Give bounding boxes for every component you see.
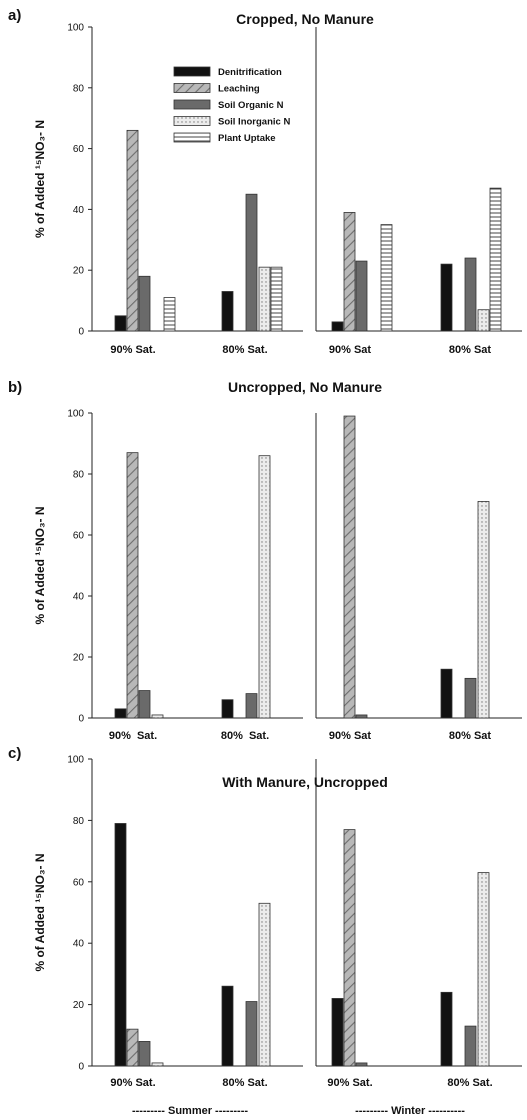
x-tick-label: 80% Sat. <box>447 1077 492 1089</box>
bar-soil-organic-n <box>245 693 258 719</box>
x-tick-label: 90% Sat. <box>110 344 155 356</box>
bar-denitrification <box>114 708 127 719</box>
x-tick-label: 80% Sat. <box>222 344 267 356</box>
bar-denitrification <box>331 998 344 1067</box>
panel-title: With Manure, Uncropped <box>222 774 388 790</box>
y-tick-label: 100 <box>67 23 84 34</box>
legend-swatch <box>173 83 211 93</box>
bar-denitrification <box>221 985 234 1067</box>
panel-title: Cropped, No Manure <box>236 11 374 27</box>
y-tick-label: 80 <box>73 470 85 481</box>
y-tick-label: 60 <box>73 144 85 155</box>
y-tick-label: 20 <box>73 266 85 277</box>
x-tick-label: 80% Sat. <box>222 1077 267 1089</box>
bar-soil-organic-n <box>245 193 258 332</box>
bar-denitrification <box>221 291 234 332</box>
bar-leaching <box>343 212 356 332</box>
x-tick-label: 80% Sat. <box>221 730 269 742</box>
bar-soil-organic-n <box>245 1001 258 1067</box>
y-tick-label: 0 <box>78 714 84 725</box>
y-axis-label: % of Added ¹⁵NO₃- N <box>33 120 47 238</box>
bar-soil-organic-n <box>464 1025 477 1067</box>
bar-soil-inorganic-n <box>477 309 490 332</box>
bar-soil-inorganic-n <box>477 501 490 719</box>
x-tick-label: 90% Sat. <box>109 730 157 742</box>
legend-swatch <box>173 116 211 126</box>
bar-leaching <box>126 129 139 332</box>
x-tick-label: 80% Sat <box>449 344 492 356</box>
bar-plant-uptake <box>489 187 502 332</box>
y-tick-label: 100 <box>67 755 84 766</box>
y-tick-label: 20 <box>73 653 85 664</box>
bar-plant-uptake <box>380 224 393 332</box>
summer-season-label: --------- Summer --------- <box>132 1105 248 1117</box>
bar-plant-uptake <box>163 297 176 332</box>
bar-denitrification <box>331 321 344 332</box>
y-axis-label: % of Added ¹⁵NO₃- N <box>33 853 47 971</box>
panel-label: a) <box>8 7 21 24</box>
panel-label: b) <box>8 379 22 396</box>
bar-soil-inorganic-n <box>258 266 271 332</box>
y-tick-label: 20 <box>73 1000 85 1011</box>
legend-swatch <box>173 99 211 110</box>
bar-denitrification <box>440 263 453 332</box>
bar-soil-inorganic-n <box>258 902 271 1067</box>
legend-swatch <box>173 132 211 143</box>
panel-label: c) <box>8 745 21 762</box>
legend-label: Soil Organic N <box>218 100 284 111</box>
y-tick-label: 40 <box>73 205 85 216</box>
x-tick-label: 90% Sat. <box>327 1077 372 1089</box>
winter-season-label: --------- Winter ---------- <box>355 1105 465 1117</box>
bar-leaching <box>126 452 139 719</box>
chart-panel-3: c) With Manure, Uncropped % of Added ¹⁵NO₃… <box>8 745 522 1089</box>
y-tick-label: 60 <box>73 877 85 888</box>
x-tick-label: 90% Sat <box>329 344 372 356</box>
legend-swatch <box>173 66 211 77</box>
bar-soil-organic-n <box>355 714 368 719</box>
bar-soil-organic-n <box>138 690 151 719</box>
chart-panel-1: a) Cropped, No Manure % of Added ¹⁵NO₃- N 0… <box>8 7 522 356</box>
bar-plant-uptake <box>270 266 283 332</box>
bar-soil-organic-n <box>355 260 368 332</box>
bar-denitrification <box>440 991 453 1067</box>
bar-soil-organic-n <box>355 1062 368 1067</box>
bar-leaching <box>126 1028 139 1067</box>
x-tick-label: 80% Sat <box>449 730 492 742</box>
legend-label: Denitrification <box>218 67 282 78</box>
bar-denitrification <box>114 823 127 1067</box>
y-tick-label: 0 <box>78 1062 84 1073</box>
y-tick-label: 80 <box>73 816 85 827</box>
bar-denitrification <box>221 699 234 719</box>
bar-soil-inorganic-n <box>151 714 164 719</box>
x-tick-label: 90% Sat <box>329 730 372 742</box>
y-tick-label: 0 <box>78 327 84 338</box>
bar-soil-inorganic-n <box>477 872 490 1067</box>
season-labels: --------- Summer --------- --------- Win… <box>132 1105 465 1117</box>
x-tick-label: 90% Sat. <box>110 1077 155 1089</box>
y-tick-label: 80 <box>73 83 85 94</box>
bar-soil-organic-n <box>464 677 477 719</box>
panel-title: Uncropped, No Manure <box>228 379 382 395</box>
legend: Denitrification Leaching Soil Organic N Soi… <box>173 66 290 144</box>
chart-panel-2: b) Uncropped, No Manure % of Added ¹⁵NO₃- … <box>8 379 522 742</box>
y-tick-label: 40 <box>73 939 85 950</box>
bar-soil-organic-n <box>464 257 477 332</box>
bar-soil-inorganic-n <box>258 455 271 719</box>
y-tick-label: 60 <box>73 531 85 542</box>
bar-soil-inorganic-n <box>151 1062 164 1067</box>
bar-leaching <box>343 415 356 719</box>
y-tick-label: 40 <box>73 592 85 603</box>
bar-denitrification <box>114 315 127 332</box>
legend-label: Soil Inorganic N <box>218 117 290 128</box>
bar-leaching <box>343 829 356 1067</box>
y-tick-label: 100 <box>67 409 84 420</box>
bar-soil-organic-n <box>138 275 151 332</box>
bar-soil-organic-n <box>138 1041 151 1067</box>
bar-denitrification <box>440 668 453 719</box>
legend-label: Leaching <box>218 84 260 95</box>
legend-label: Plant Uptake <box>218 133 276 144</box>
y-axis-label: % of Added ¹⁵NO₃- N <box>33 506 47 624</box>
